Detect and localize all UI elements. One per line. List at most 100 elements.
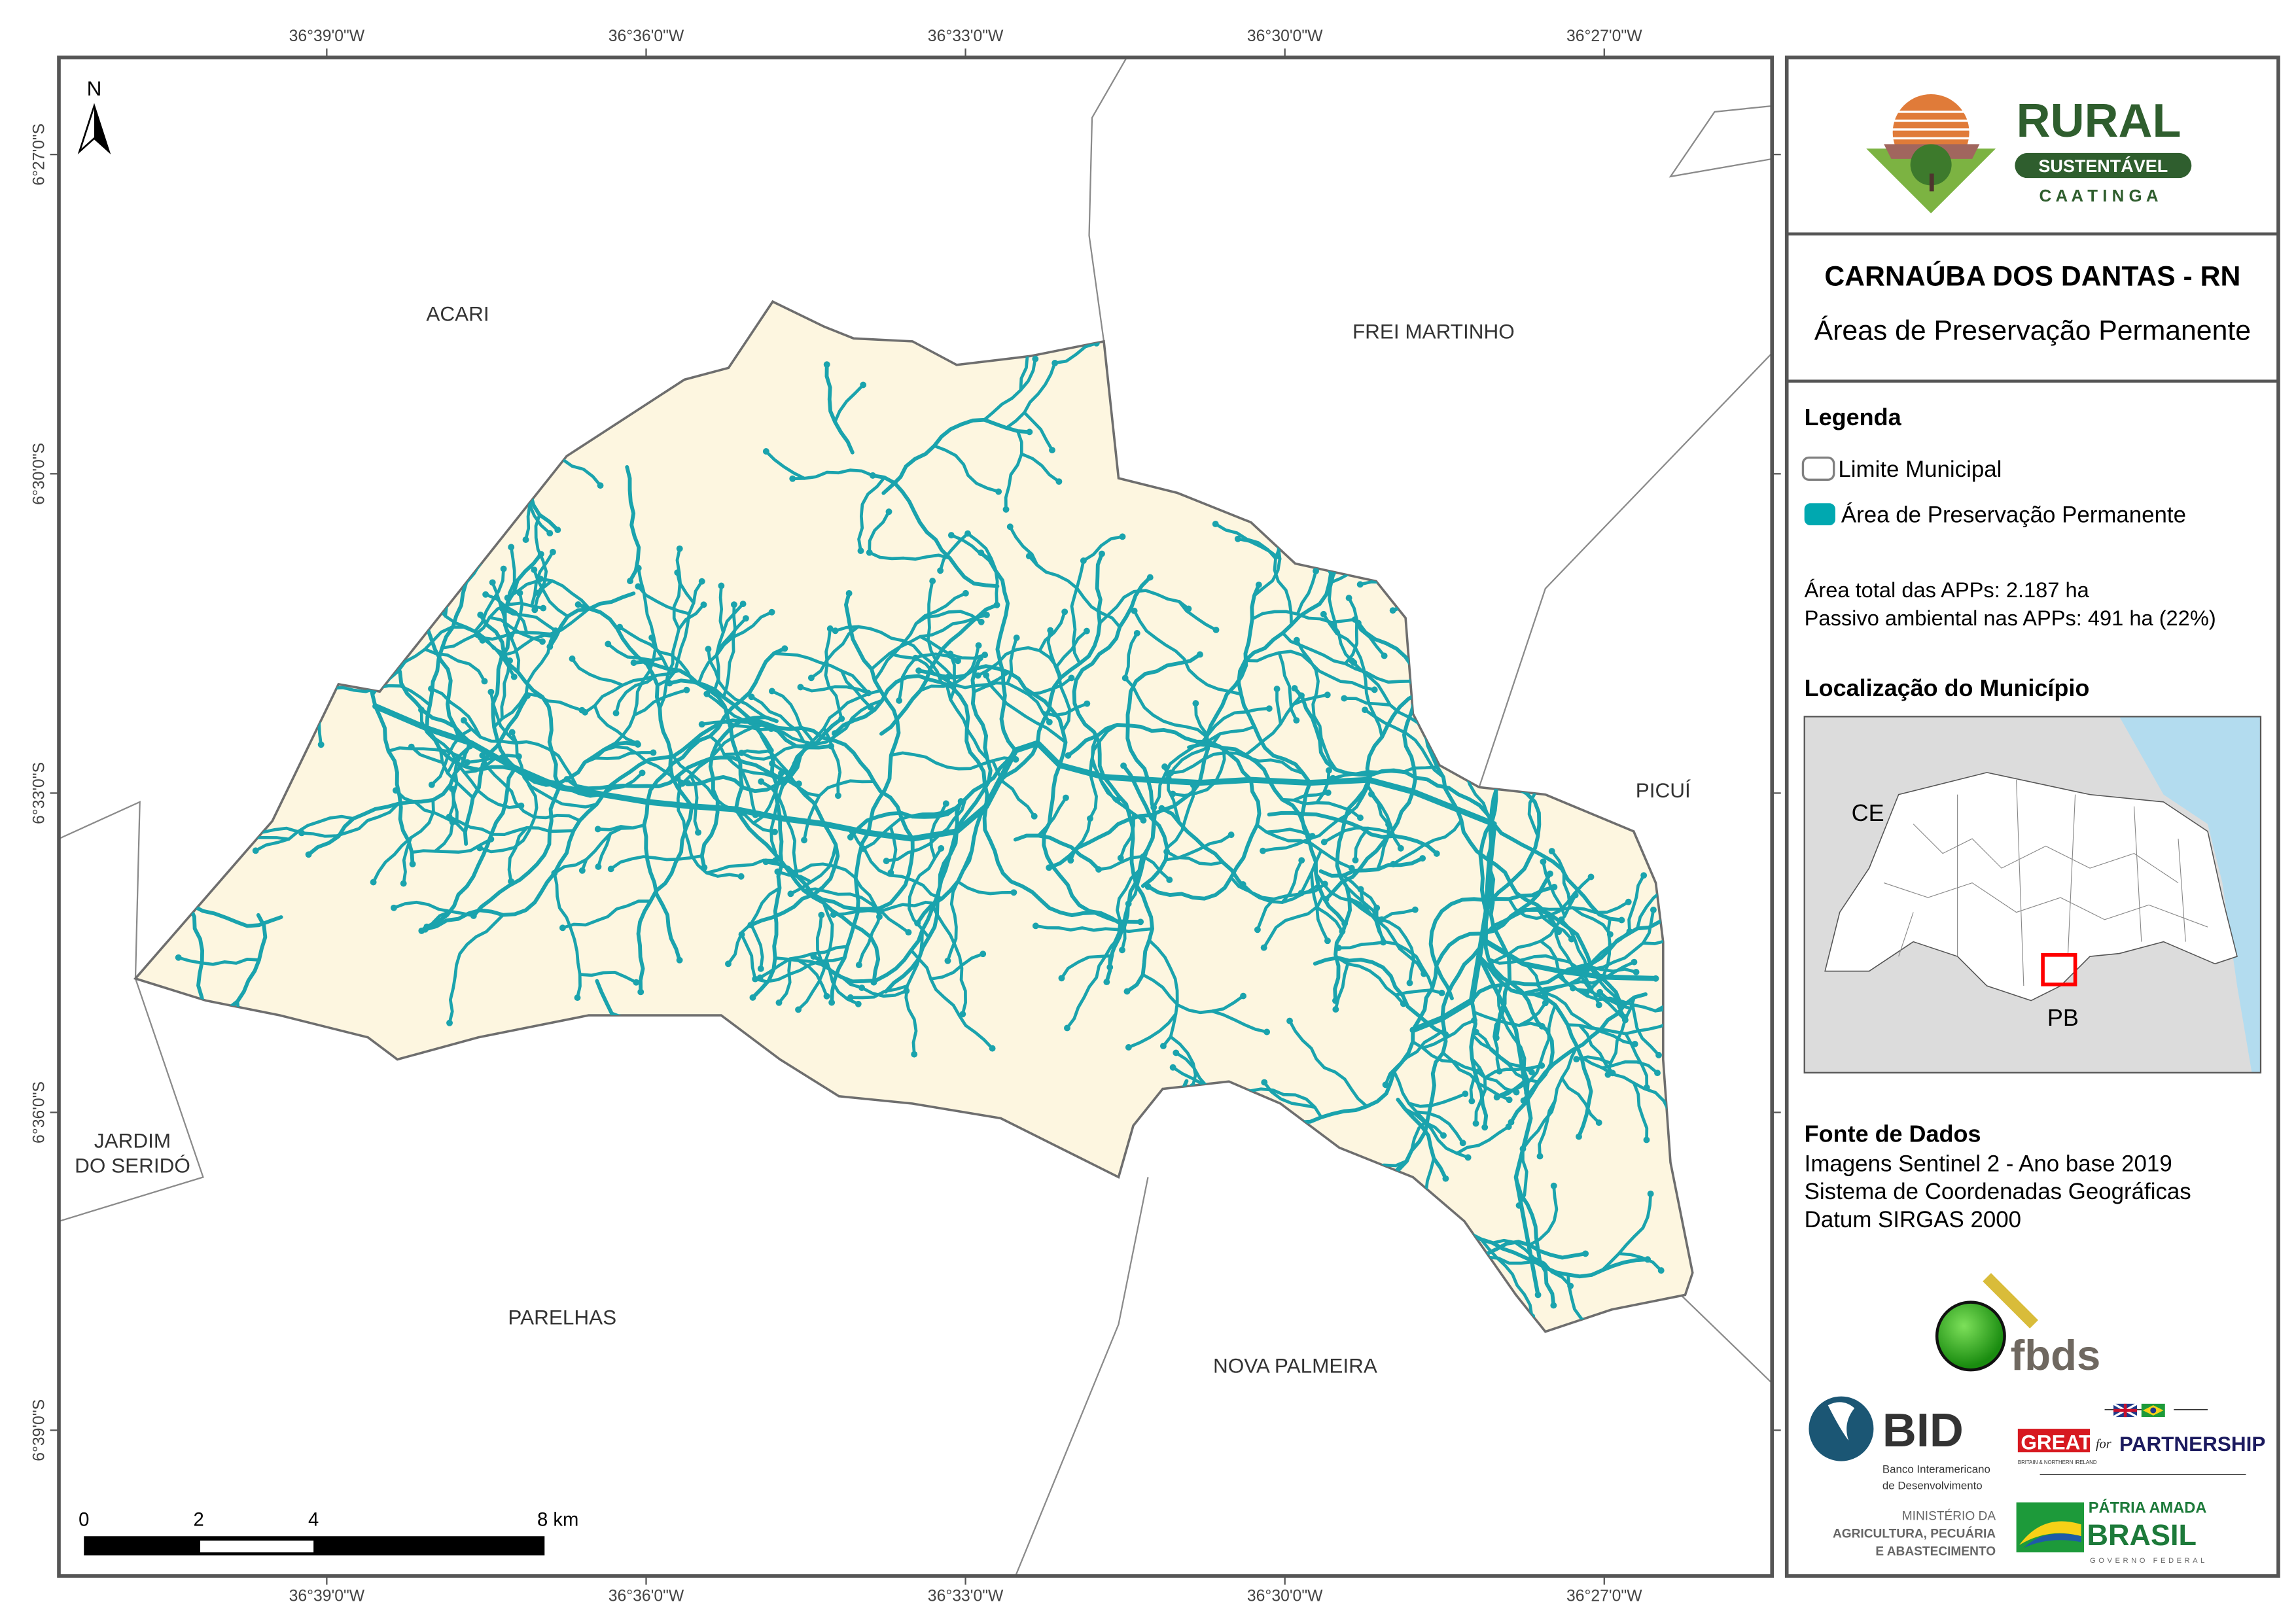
- stream-end: [597, 482, 604, 489]
- svg-text:Banco Interamericano: Banco Interamericano: [1882, 1463, 1990, 1476]
- stream-end: [578, 867, 586, 874]
- stream-end: [1173, 1049, 1180, 1056]
- app-stream: [425, 726, 641, 787]
- app-stream: [1167, 732, 1222, 780]
- app-stream: [1337, 940, 1434, 990]
- app-stream: [612, 636, 657, 746]
- stream-end: [957, 797, 964, 805]
- app-stream: [1536, 907, 1574, 941]
- app-stream: [501, 633, 558, 657]
- app-stream: [1097, 854, 1145, 871]
- lon-tick-label: 36°27'0"W: [1566, 1587, 1642, 1605]
- stream-end: [929, 578, 936, 585]
- stream-end: [1260, 944, 1267, 951]
- stream-end: [1597, 988, 1604, 996]
- app-stream: [868, 551, 952, 561]
- lon-tick-label: 36°30'0"W: [1247, 27, 1323, 45]
- app-stream: [1261, 773, 1373, 852]
- app-stream: [593, 751, 655, 760]
- stream-end: [1293, 637, 1300, 644]
- stream-end: [305, 851, 312, 858]
- stream-end: [1540, 858, 1547, 865]
- app-stream: [618, 625, 694, 684]
- lat-tick-label: 6°27'0"S: [31, 124, 48, 186]
- stream-end: [1046, 864, 1053, 871]
- stream-end: [1051, 360, 1059, 366]
- stream-end: [1150, 804, 1157, 811]
- stream-end: [857, 548, 864, 554]
- stream-end: [1084, 700, 1091, 707]
- main-map[interactable]: ACARI FREI MARTINHO PICUÍ JARDIM DO SERI…: [59, 57, 1773, 1577]
- sources-title: Fonte de Dados: [1805, 1120, 1981, 1147]
- stream-end: [739, 601, 747, 608]
- app-stream: [966, 532, 999, 607]
- app-stream: [883, 799, 963, 994]
- stream-end: [1140, 853, 1147, 860]
- stream-end: [947, 650, 954, 657]
- stream-end: [1492, 1034, 1500, 1041]
- app-stream: [1013, 833, 1101, 872]
- app-stream: [539, 577, 592, 610]
- lon-tick-label: 36°36'0"W: [609, 27, 684, 45]
- lon-tick-label: 36°27'0"W: [1566, 27, 1642, 45]
- stream-end: [1406, 979, 1413, 986]
- app-stream: [764, 449, 806, 480]
- stream-end: [627, 578, 633, 585]
- stream-end: [1049, 447, 1055, 454]
- stream-end: [695, 829, 701, 836]
- app-stream: [1600, 1060, 1659, 1075]
- north-arrow: N: [77, 77, 111, 155]
- stream-end: [1582, 1250, 1589, 1257]
- source-line-1: Imagens Sentinel 2 - Ano base 2019: [1805, 1151, 2172, 1176]
- stream-end: [569, 655, 576, 662]
- stream-end: [1123, 988, 1131, 995]
- app-stream: [1343, 596, 1359, 665]
- stream-end: [1631, 958, 1638, 966]
- stream-end: [1520, 1097, 1527, 1104]
- app-stream: [1065, 935, 1122, 1030]
- app-stream: [956, 880, 1016, 896]
- app-stream: [1392, 818, 1463, 866]
- stream-end: [175, 954, 182, 961]
- app-stream: [1627, 873, 1646, 934]
- stream-end: [1324, 937, 1331, 945]
- app-stream: [254, 814, 355, 852]
- app-stream: [789, 843, 838, 896]
- app-stream: [1557, 974, 1669, 1013]
- app-stream: [1559, 918, 1589, 973]
- app-stream: [1376, 822, 1390, 871]
- app-stream: [889, 751, 1017, 771]
- place-acari: ACARI: [426, 302, 489, 325]
- stream-end: [1373, 904, 1381, 911]
- app-stream: [446, 744, 472, 775]
- app-stream: [1210, 1009, 1269, 1034]
- stream-end: [535, 589, 542, 597]
- app-stream: [394, 788, 467, 834]
- inset-label-ce: CE: [1852, 799, 1884, 826]
- app-stream: [425, 766, 518, 929]
- app-stream: [848, 748, 1017, 839]
- stream-end: [828, 999, 836, 1006]
- stream-end: [1356, 581, 1364, 588]
- stream-end: [1472, 1028, 1479, 1036]
- stream-end: [1163, 848, 1171, 855]
- stream-end: [1055, 478, 1063, 485]
- stream-end: [866, 549, 873, 556]
- stream-end: [551, 869, 558, 877]
- stream-end: [1341, 695, 1348, 702]
- stream-end: [487, 688, 495, 695]
- app-stream: [1521, 1045, 1579, 1151]
- stream-end: [1146, 574, 1154, 581]
- app-stream: [463, 693, 529, 846]
- app-stream: [857, 476, 887, 553]
- app-stream: [1508, 875, 1593, 920]
- stream-end: [942, 800, 949, 807]
- app-stream: [824, 362, 855, 455]
- app-stream: [1411, 871, 1552, 1032]
- stream-end: [705, 646, 712, 653]
- stream-end: [758, 778, 765, 785]
- place-jardim-do-serido-2: DO SERIDÓ: [75, 1154, 190, 1178]
- app-stream: [675, 547, 696, 604]
- stream-end: [582, 708, 589, 716]
